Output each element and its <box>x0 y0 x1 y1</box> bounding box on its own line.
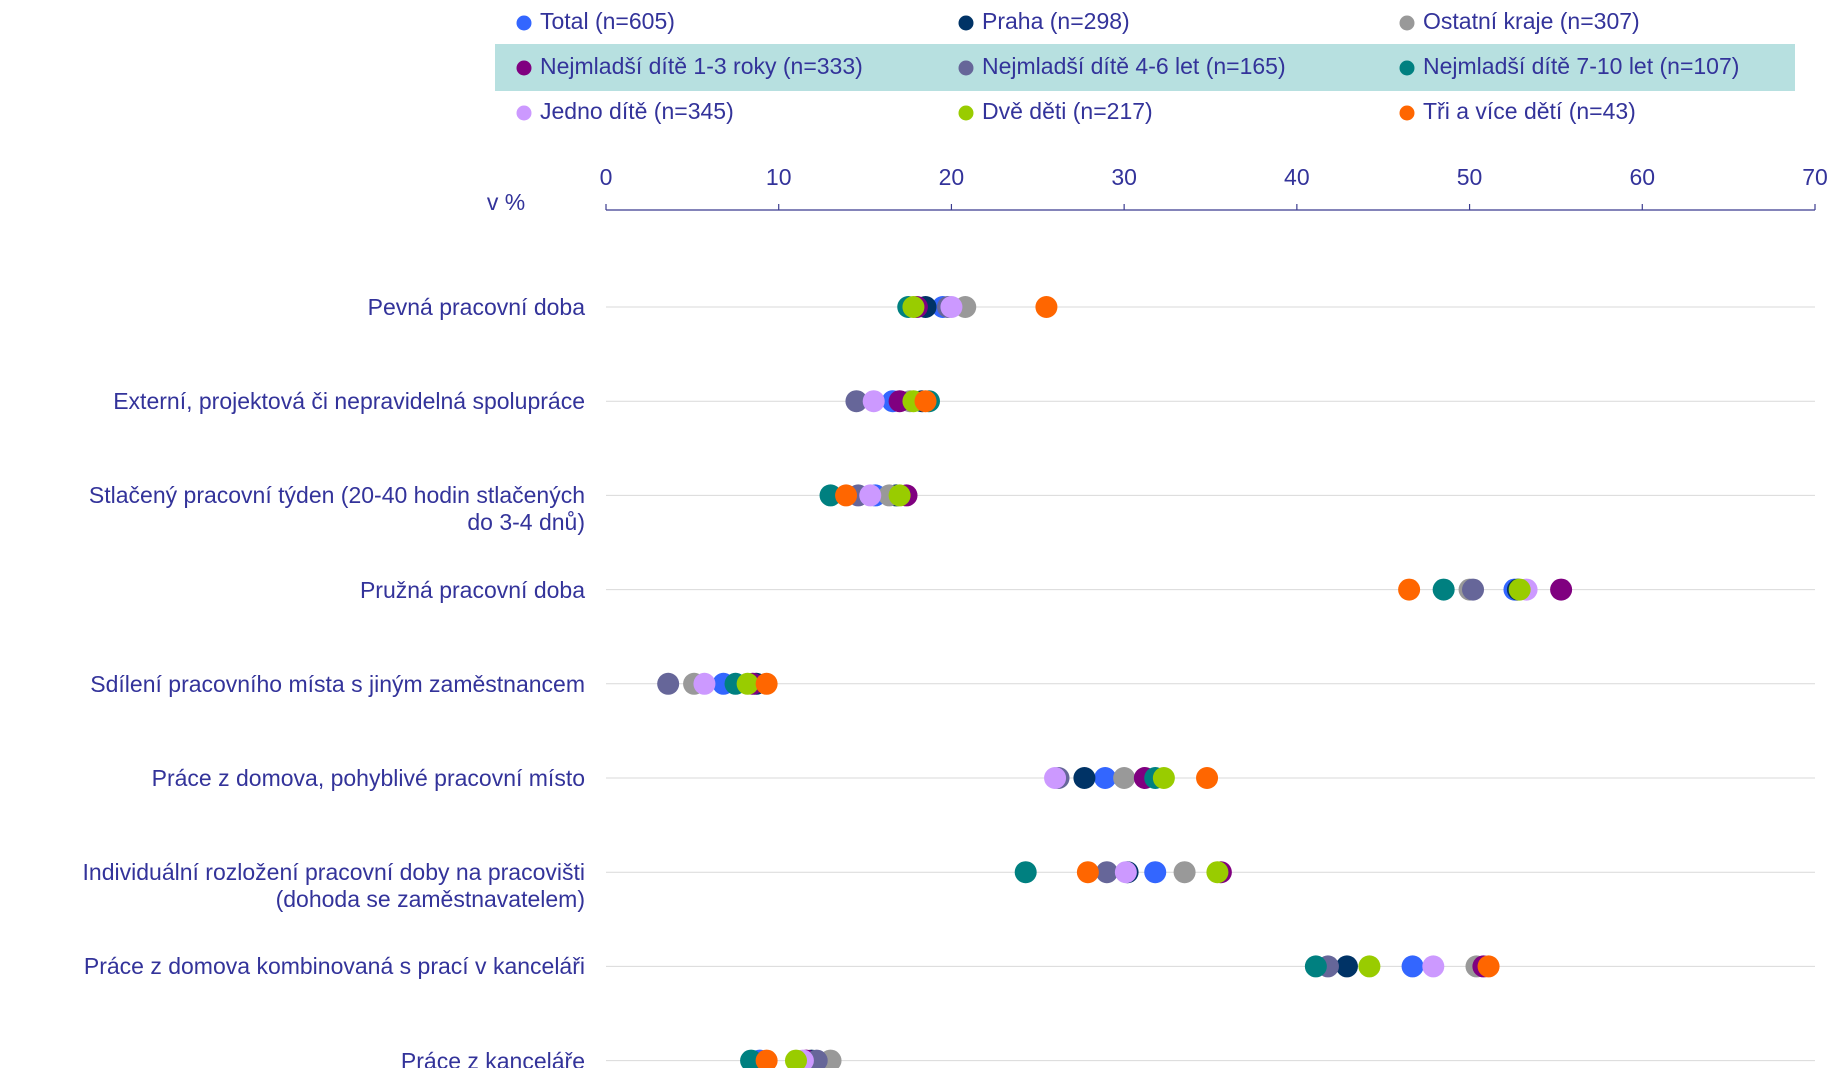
dot <box>755 672 778 695</box>
dot <box>1094 767 1117 789</box>
dot <box>940 296 963 318</box>
category-label: Pružná pracovní doba <box>359 576 585 603</box>
category-label: Práce z kanceláře <box>400 1047 585 1068</box>
legend-highlight <box>495 44 1795 91</box>
x-tick-label: 50 <box>1457 164 1483 190</box>
dot <box>736 672 759 695</box>
dot <box>1114 861 1137 884</box>
legend-swatch <box>1399 105 1415 121</box>
legend-swatch <box>958 105 974 121</box>
category-label: Externí, projektová či nepravidelná spol… <box>113 388 585 415</box>
legend-label: Jedno dítě (n=345) <box>540 98 734 124</box>
x-tick-label: 30 <box>1111 164 1137 190</box>
category-label: Sdílení pracovního místa s jiným zaměstn… <box>90 670 585 697</box>
legend-swatch <box>1399 15 1415 31</box>
category-label: Pevná pracovní doba <box>367 294 585 320</box>
legend-label: Nejmladší dítě 1-3 roky (n=333) <box>540 53 863 79</box>
dot <box>1196 767 1219 789</box>
dot <box>914 390 937 413</box>
dot <box>862 390 885 413</box>
dot <box>1113 767 1136 789</box>
dot <box>845 390 868 413</box>
category-label: Stlačený pracovní týden (20-40 hodin stl… <box>88 482 585 536</box>
dot <box>1206 861 1229 884</box>
dot <box>1358 955 1381 978</box>
dot <box>1477 955 1500 978</box>
legend-label: Tři a více dětí (n=43) <box>1423 98 1636 124</box>
dot <box>1073 767 1096 789</box>
dot <box>1398 578 1421 601</box>
dot <box>888 484 911 507</box>
dot <box>1462 578 1485 601</box>
category-label: Práce z domova kombinovaná s prací v kan… <box>83 953 585 980</box>
x-tick-label: 0 <box>600 164 613 190</box>
dot <box>902 296 925 318</box>
dot <box>693 672 716 695</box>
x-tick-label: 70 <box>1802 164 1828 190</box>
dot <box>657 672 680 695</box>
dot <box>1550 578 1573 601</box>
dot <box>1076 861 1099 884</box>
dot <box>1432 578 1455 601</box>
legend-swatch <box>516 105 532 121</box>
dot <box>1035 296 1058 318</box>
x-tick-label: 10 <box>766 164 792 190</box>
dot <box>1095 861 1118 884</box>
x-tick-label: 60 <box>1629 164 1655 190</box>
legend-swatch <box>516 15 532 31</box>
axis-label: v % <box>487 189 525 215</box>
category-label: Individuální rozložení pracovní doby na … <box>82 859 585 913</box>
dot <box>1173 861 1196 884</box>
legend-label: Praha (n=298) <box>982 8 1130 34</box>
legend-swatch <box>1399 60 1415 76</box>
dot <box>755 1049 778 1068</box>
dot <box>819 484 842 507</box>
x-tick-label: 40 <box>1284 164 1310 190</box>
legend-label: Dvě děti (n=217) <box>982 98 1153 124</box>
legend-label: Total (n=605) <box>540 8 675 34</box>
legend-swatch <box>958 60 974 76</box>
legend-label: Ostatní kraje (n=307) <box>1423 8 1640 34</box>
dot <box>1508 578 1531 601</box>
dot <box>1014 861 1037 884</box>
dot <box>1044 767 1067 789</box>
dot <box>1304 955 1327 978</box>
dot <box>784 1049 807 1068</box>
dot <box>1401 955 1424 978</box>
legend-label: Nejmladší dítě 4-6 let (n=165) <box>982 53 1286 79</box>
legend-label: Nejmladší dítě 7-10 let (n=107) <box>1423 53 1739 79</box>
dot <box>835 484 858 507</box>
category-label: Práce z domova, pohyblivé pracovní místo <box>151 765 585 791</box>
dot <box>1335 955 1358 978</box>
dot <box>1144 861 1167 884</box>
legend-swatch <box>958 15 974 31</box>
dot <box>859 484 882 507</box>
dot <box>1422 955 1445 978</box>
dot <box>1152 767 1175 789</box>
x-tick-label: 20 <box>939 164 965 190</box>
legend-swatch <box>516 60 532 76</box>
